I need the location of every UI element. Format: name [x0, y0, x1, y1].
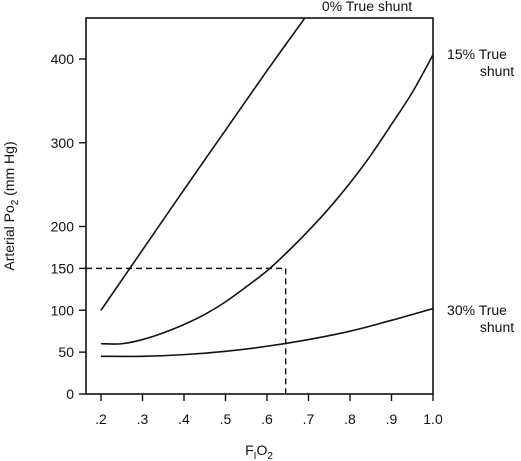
series-label-line: 30% True	[447, 302, 507, 318]
x-tick-label-4: .4	[178, 411, 190, 427]
y-tick-label-50: 50	[58, 344, 74, 360]
x-axis-title-sub1: I	[254, 451, 257, 461]
y-tick-label-150: 150	[51, 260, 75, 276]
x-tick-label-1-0: 1.0	[423, 411, 443, 427]
y-axis-title-tail: (mm Hg)	[1, 141, 17, 199]
series-label-30-true-shunt: 30% True shunt	[447, 302, 514, 335]
series-label-line: shunt	[480, 319, 514, 335]
plot-frame	[85, 17, 434, 395]
y-tick-label-0: 0	[66, 386, 74, 402]
x-tick-label-8: .8	[344, 411, 356, 427]
series-label-0-true-shunt: 0% True shunt	[322, 0, 412, 14]
series-label-line: shunt	[480, 63, 514, 79]
y-axis-title: Arterial Po2 (mm Hg)	[1, 141, 21, 270]
y-tick-label-100: 100	[51, 302, 75, 318]
y-axis-ticks: 0 50 100 150 200 300 400	[51, 51, 86, 402]
y-tick-label-400: 400	[51, 51, 75, 67]
series-line-0-true-shunt	[100, 18, 306, 311]
x-axis-title-sub2: 2	[267, 451, 273, 461]
series-label-line: 15% True	[447, 46, 507, 62]
x-axis-title: FIO2	[245, 442, 273, 461]
x-tick-label-2: .2	[95, 411, 107, 427]
y-tick-label-300: 300	[51, 135, 75, 151]
x-tick-label-7: .7	[303, 411, 315, 427]
series-label-15-true-shunt: 15% True shunt	[447, 46, 514, 79]
y-axis-title-sub: 2	[10, 199, 21, 205]
series-line-30-true-shunt	[100, 307, 433, 358]
y-axis-title-main: Arterial Po	[1, 205, 17, 271]
series-group	[100, 18, 433, 358]
reference-lines	[86, 267, 287, 394]
x-tick-label-3: .3	[137, 411, 149, 427]
x-axis-title-main: F	[245, 442, 254, 458]
x-axis-title-mid: O	[256, 442, 267, 458]
series-label-line: 0% True shunt	[322, 0, 412, 14]
x-tick-label-6: .6	[261, 411, 273, 427]
x-tick-label-9: .9	[386, 411, 398, 427]
series-line-15-true-shunt	[100, 54, 433, 345]
y-tick-label-200: 200	[51, 219, 75, 235]
x-axis-ticks: .2 .3 .4 .5 .6 .7 .8 .9 1.0	[95, 394, 443, 427]
x-tick-label-5: .5	[220, 411, 232, 427]
